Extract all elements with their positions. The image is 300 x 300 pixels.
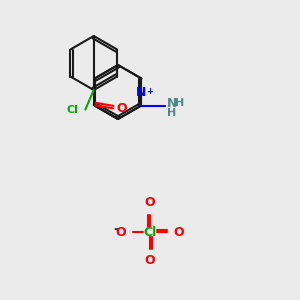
Text: O: O bbox=[145, 254, 155, 268]
Text: Cl: Cl bbox=[67, 105, 78, 115]
Text: O: O bbox=[116, 226, 126, 238]
Text: H: H bbox=[175, 98, 184, 109]
Text: +: + bbox=[146, 86, 153, 95]
Text: O: O bbox=[116, 102, 127, 115]
Text: Cl: Cl bbox=[143, 226, 157, 238]
Text: H: H bbox=[167, 109, 176, 118]
Text: N: N bbox=[136, 86, 147, 100]
Text: N: N bbox=[167, 97, 178, 110]
Text: O: O bbox=[145, 196, 155, 209]
Text: -: - bbox=[113, 222, 119, 236]
Text: O: O bbox=[174, 226, 184, 238]
